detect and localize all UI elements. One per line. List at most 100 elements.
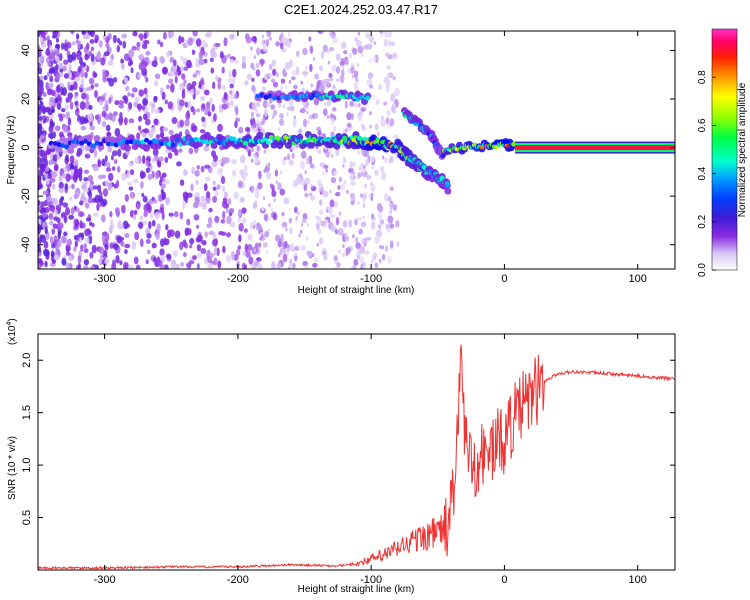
snr-x-label: Height of straight line (km) — [298, 584, 415, 595]
noise-speck — [316, 149, 322, 155]
main-core — [243, 140, 249, 146]
noise-speck — [373, 56, 377, 62]
noise-speck — [114, 100, 120, 106]
noise-speck — [79, 116, 86, 125]
noise-speck — [131, 241, 137, 250]
noise-speck — [124, 117, 128, 126]
noise-speck — [45, 115, 50, 123]
noise-speck — [164, 156, 169, 163]
noise-speck — [251, 84, 256, 92]
noise-speck — [384, 245, 389, 252]
noise-speck — [59, 52, 63, 62]
noise-speck — [353, 264, 357, 269]
noise-speck — [65, 154, 69, 162]
y-tick-label: 40 — [20, 44, 32, 56]
noise-speck — [104, 243, 109, 251]
noise-speck — [286, 112, 289, 117]
noise-speck — [268, 203, 271, 208]
noise-speck — [64, 183, 69, 190]
noise-speck — [356, 217, 359, 222]
main-core — [170, 142, 176, 148]
noise-speck — [250, 62, 255, 70]
noise-speck — [232, 68, 237, 78]
x-tick-label: 0 — [501, 574, 507, 586]
noise-speck — [93, 212, 99, 217]
noise-speck — [140, 171, 147, 179]
noise-speck — [354, 37, 357, 42]
noise-speck — [232, 169, 237, 177]
noise-speck — [258, 170, 262, 180]
noise-speck — [264, 73, 268, 80]
noise-speck — [293, 254, 298, 262]
snr-y-label: SNR (10 * v/v) — [7, 436, 18, 500]
noise-speck — [182, 252, 187, 258]
noise-speck — [52, 154, 58, 162]
noise-speck — [133, 256, 139, 265]
noise-speck — [234, 59, 239, 65]
noise-speck — [82, 265, 89, 269]
noise-speck — [255, 69, 261, 77]
noise-speck — [184, 242, 188, 249]
colorbar-tick-label: 0.4 — [697, 166, 708, 180]
noise-speck — [243, 164, 248, 172]
noise-speck — [352, 234, 355, 239]
noise-speck — [55, 204, 62, 211]
noise-speck — [255, 108, 258, 113]
noise-speck — [92, 70, 96, 78]
noise-speck — [53, 235, 58, 244]
noise-speck — [253, 66, 256, 71]
snr-y-exponent: (x104) — [6, 318, 18, 345]
noise-speck — [374, 123, 379, 131]
noise-speck — [339, 61, 345, 67]
noise-speck — [265, 38, 269, 47]
x-tick-label: -300 — [94, 273, 116, 285]
noise-speck — [254, 157, 260, 164]
noise-speck — [75, 33, 80, 40]
noise-speck — [373, 216, 376, 221]
noise-speck — [49, 75, 54, 83]
noise-speck — [330, 153, 334, 158]
noise-speck — [251, 101, 257, 111]
noise-speck — [147, 249, 151, 255]
noise-speck — [200, 95, 205, 102]
noise-speck — [381, 253, 386, 261]
noise-speck — [60, 196, 65, 201]
noise-speck — [198, 51, 203, 60]
noise-speck — [43, 240, 49, 249]
noise-speck — [295, 66, 299, 71]
noise-speck — [110, 54, 115, 61]
noise-speck — [103, 249, 108, 257]
noise-speck — [328, 77, 334, 82]
noise-speck — [254, 191, 260, 199]
noise-speck — [80, 78, 85, 85]
noise-speck — [363, 183, 368, 188]
noise-speck — [145, 167, 151, 174]
noise-speck — [369, 111, 372, 116]
noise-speck — [40, 149, 46, 158]
noise-speck — [156, 259, 163, 267]
noise-speck — [177, 121, 181, 129]
noise-speck — [349, 192, 356, 199]
noise-speck — [111, 262, 117, 269]
noise-speck — [269, 183, 274, 189]
noise-speck — [145, 238, 151, 245]
noise-speck — [84, 153, 91, 159]
noise-speck — [201, 103, 206, 109]
noise-speck — [357, 113, 362, 122]
noise-speck — [87, 175, 94, 182]
noise-speck — [277, 103, 282, 108]
noise-speck — [38, 103, 41, 112]
noise-speck — [102, 174, 106, 179]
noise-speck — [106, 77, 111, 82]
noise-speck — [335, 147, 340, 156]
noise-speck — [98, 258, 102, 264]
noise-speck — [300, 229, 303, 234]
noise-speck — [38, 223, 41, 229]
noise-speck — [357, 31, 361, 36]
noise-speck — [62, 65, 67, 72]
noise-speck — [138, 62, 144, 71]
noise-speck — [143, 128, 150, 134]
noise-speck — [88, 234, 93, 244]
noise-speck — [163, 264, 169, 269]
snr-series-line — [38, 344, 675, 570]
